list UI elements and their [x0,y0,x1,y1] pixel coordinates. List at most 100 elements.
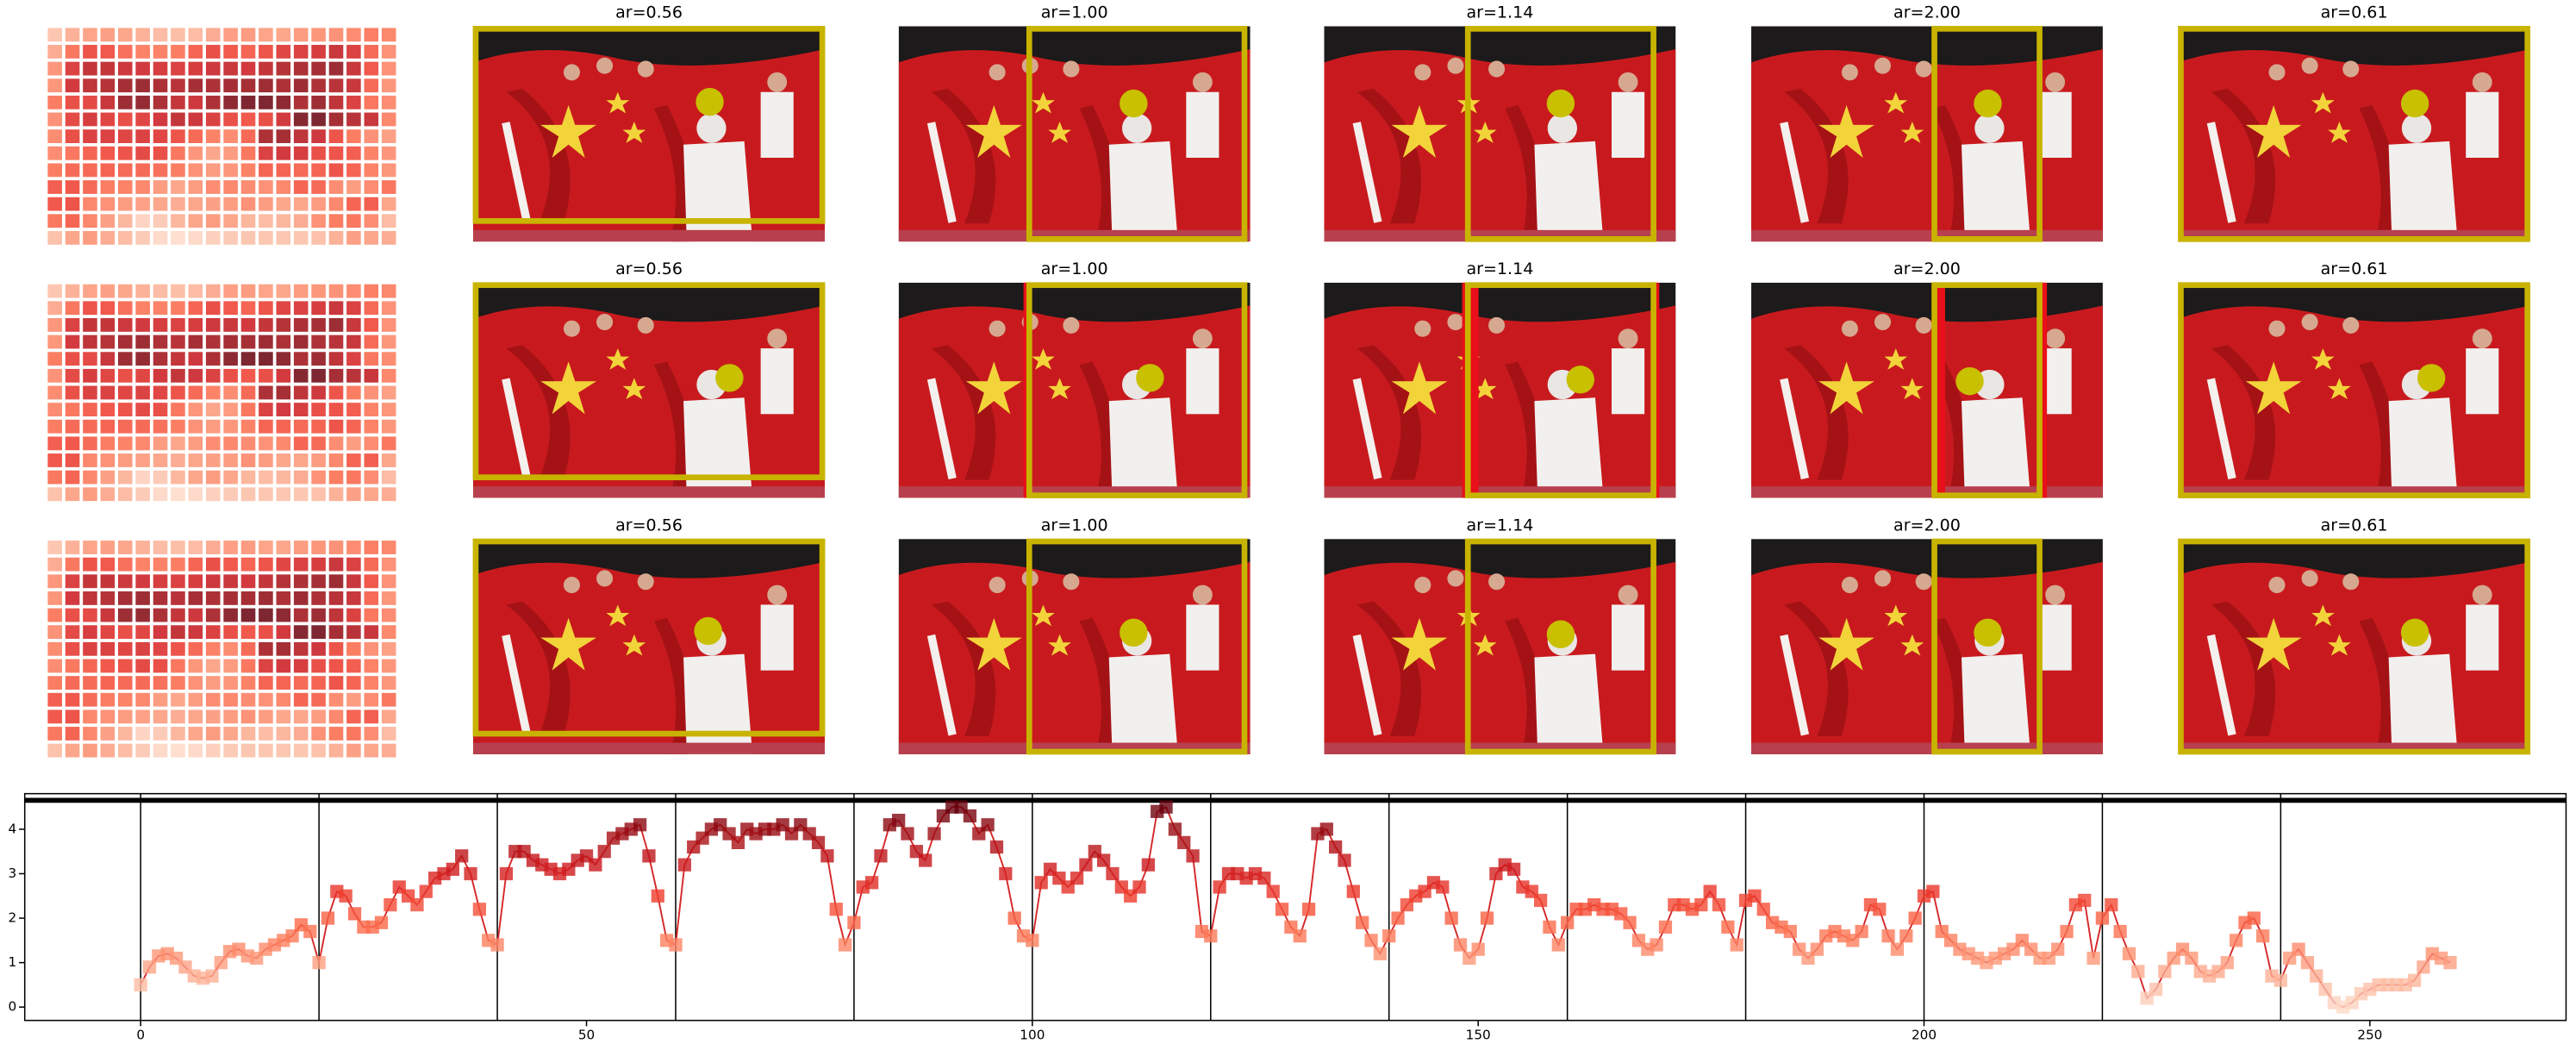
heatmap-cell [259,180,273,194]
crop-box [2178,26,2530,242]
panel-title: ar=1.14 [1466,259,1533,278]
panel-title: ar=0.61 [2321,516,2388,534]
heatmap-cell [171,676,185,690]
marker [1293,929,1307,943]
heatmap-cell [364,419,379,434]
heatmap-cell [117,352,133,366]
marker [1783,924,1797,939]
heatmap-cell [293,230,309,245]
heatmap-cell [293,692,309,707]
marker [499,866,514,881]
marker [731,835,745,850]
marker [2247,911,2261,925]
heatmap-cell [276,727,291,741]
heatmap-cell [311,436,326,451]
heatmap-cell [364,625,379,640]
heatmap-cell [381,61,396,76]
heatmap-cell [153,352,168,366]
heatmap-cell [328,692,344,707]
heatmap-cell [328,214,344,228]
heatmap-cell [276,78,291,93]
heatmap-cell [83,436,97,451]
heatmap-cell [364,78,379,93]
panel-title: ar=1.00 [1041,516,1108,534]
heatmap-cell [328,659,344,673]
heatmap-cell [153,28,168,42]
heatmap-cell [259,28,273,42]
heatmap-cell [240,163,256,178]
marker [303,924,317,939]
heatmap-cell [328,403,344,417]
heatmap-cell [205,301,221,316]
marker [989,840,1004,854]
heatmap-cell [83,625,97,640]
heatmap-cell [65,692,80,707]
heatmap-cell [65,436,80,451]
heatmap-cell [47,727,62,741]
heatmap-cell [276,403,291,417]
heatmap-cell [381,591,396,605]
heatmap-cell [100,368,115,383]
heatmap-cell [153,625,168,640]
heatmap-cell [117,301,133,316]
heatmap-cell [135,709,150,724]
focus-point [1120,618,1148,647]
heatmap-cell [117,385,133,400]
x-tick-label: 50 [578,1027,595,1042]
heatmap-cell [188,334,203,349]
heatmap-cell [47,676,62,690]
heatmap-cell [65,709,80,724]
heatmap-cell [83,95,97,109]
heatmap-cell [100,709,115,724]
heatmap-cell [381,318,396,332]
heatmap-cell [364,95,379,109]
heatmap-cell [364,230,379,245]
heatmap-cell [188,659,203,673]
heatmap-cell [100,284,115,298]
marker [384,897,397,912]
heatmap-cell [259,659,273,673]
heatmap-cell [223,574,238,589]
heatmap-cell [259,403,273,417]
heatmap-cell [346,487,361,502]
heatmap-cell [328,419,344,434]
heatmap-cell [346,318,361,332]
heatmap-cell [83,487,97,502]
heatmap-cell [100,45,115,59]
heatmap-cell [328,352,344,366]
heatmap-cell [240,487,256,502]
heatmap-cell [205,470,221,484]
heatmap-cell [47,129,62,144]
heatmap-cell [153,61,168,76]
heatmap-cell [188,557,203,572]
heatmap-cell [188,284,203,298]
heatmap-cell [47,659,62,673]
heatmap-cell [83,352,97,366]
heatmap-cell [293,146,309,160]
marker [901,827,914,841]
heatmap-cell [311,334,326,349]
heatmap-cell [171,78,185,93]
heatmap-cell [205,385,221,400]
heatmap-cell [240,129,256,144]
heatmap-cell [100,197,115,211]
heatmap-cell [293,61,309,76]
heatmap-cell [100,676,115,690]
crop-box [2178,282,2530,499]
heatmap-cell [311,385,326,400]
heatmap-cell [223,709,238,724]
heatmap-cell [364,385,379,400]
heatmap-cell [83,727,97,741]
heatmap-cell [276,352,291,366]
heatmap-cell [188,727,203,741]
heatmap-cell [117,284,133,298]
marker [651,889,664,903]
focus-point [715,364,744,392]
heatmap-cell [205,743,221,758]
heatmap-cell [293,368,309,383]
heatmap-cell [346,436,361,451]
heatmap-cell [171,659,185,673]
heatmap-cell [240,318,256,332]
y-tick-label: 3 [8,866,16,881]
